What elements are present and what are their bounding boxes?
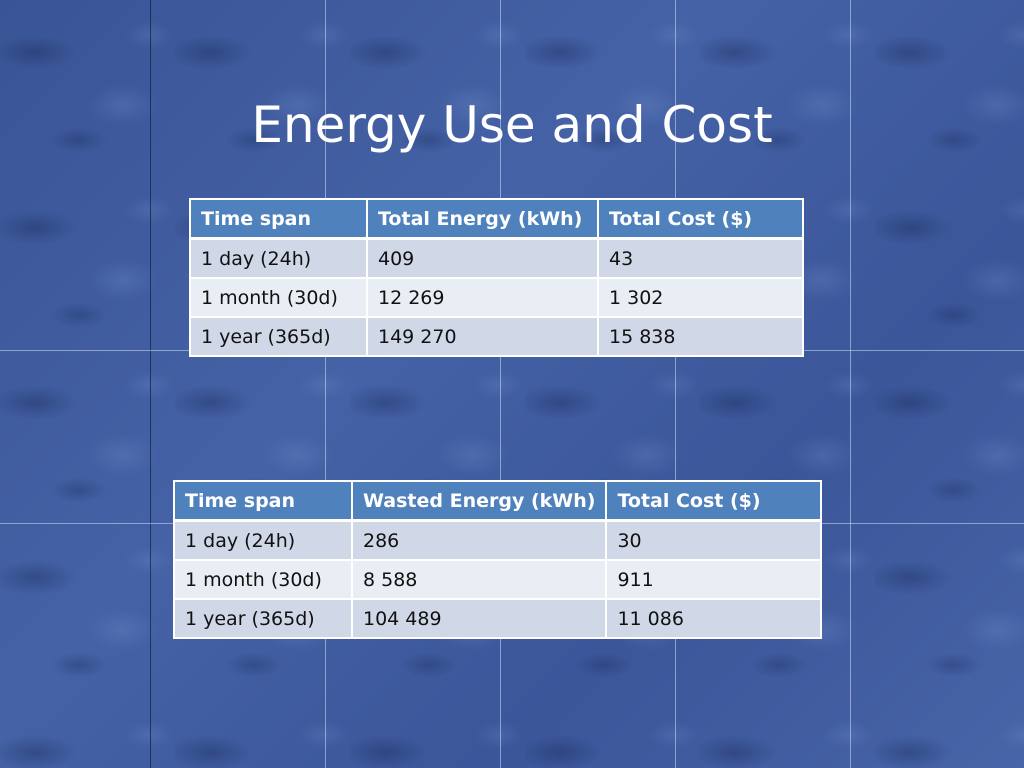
total-energy-table: Time span Total Energy (kWh) Total Cost … (189, 198, 804, 357)
table-cell: 12 269 (366, 277, 599, 318)
grid-line (675, 0, 676, 768)
grid-line (150, 0, 151, 768)
column-header-total-cost: Total Cost ($) (597, 198, 804, 240)
grid-line (500, 0, 501, 768)
table-cell: 1 year (365d) (173, 598, 353, 639)
table-cell: 1 year (365d) (189, 316, 368, 357)
table-row: 1 day (24h) 409 43 (189, 237, 804, 279)
column-header-total-energy: Total Energy (kWh) (366, 198, 599, 240)
table-row: 1 year (365d) 149 270 15 838 (189, 316, 804, 357)
wasted-energy-table: Time span Wasted Energy (kWh) Total Cost… (173, 480, 823, 639)
grid-line (850, 0, 851, 768)
column-header-total-cost: Total Cost ($) (605, 480, 823, 522)
column-header-time-span: Time span (173, 480, 353, 522)
table-cell: 911 (605, 559, 823, 600)
table-header-row: Time span Wasted Energy (kWh) Total Cost… (173, 480, 823, 522)
table-cell: 1 month (30d) (189, 277, 368, 318)
grid-line (325, 0, 326, 768)
table-cell: 11 086 (605, 598, 823, 639)
table-cell: 286 (350, 519, 608, 561)
table-cell: 30 (605, 519, 823, 561)
table-cell: 409 (366, 237, 599, 279)
table-row: 1 month (30d) 12 269 1 302 (189, 277, 804, 318)
table-row: 1 year (365d) 104 489 11 086 (173, 598, 823, 639)
table-cell: 15 838 (597, 316, 804, 357)
slide-title: Energy Use and Cost (251, 95, 773, 154)
table-cell: 149 270 (366, 316, 599, 357)
table-cell: 1 302 (597, 277, 804, 318)
table-cell: 1 day (24h) (189, 237, 368, 279)
table-cell: 1 day (24h) (173, 519, 353, 561)
table-header-row: Time span Total Energy (kWh) Total Cost … (189, 198, 804, 240)
table-cell: 8 588 (350, 559, 608, 600)
column-header-time-span: Time span (189, 198, 368, 240)
table-row: 1 month (30d) 8 588 911 (173, 559, 823, 600)
table-cell: 1 month (30d) (173, 559, 353, 600)
table-cell: 43 (597, 237, 804, 279)
table-row: 1 day (24h) 286 30 (173, 519, 823, 561)
table-cell: 104 489 (350, 598, 608, 639)
column-header-wasted-energy: Wasted Energy (kWh) (350, 480, 608, 522)
